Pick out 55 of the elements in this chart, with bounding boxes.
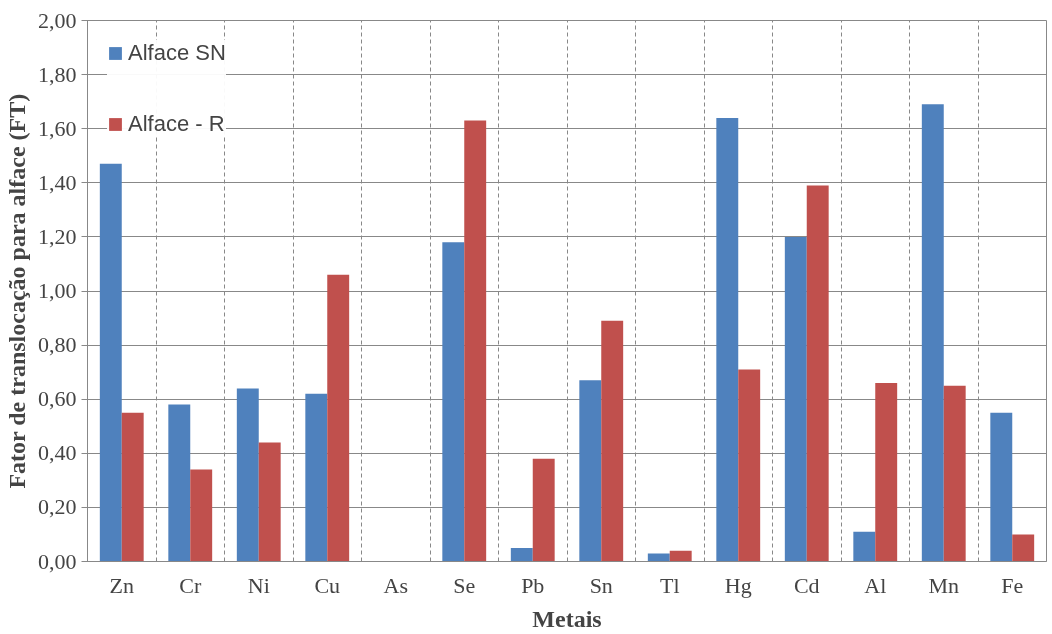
legend-label: Alface - R: [128, 111, 225, 137]
x-tick-label: Zn: [109, 572, 134, 598]
y-tick-label: 1,00: [38, 278, 77, 303]
y-tick-label: 0,40: [38, 440, 77, 466]
x-tick-label: Sn: [589, 572, 613, 598]
y-tick-label: 1,40: [38, 169, 77, 195]
bar: [990, 412, 1013, 562]
y-tick-label: 1,20: [38, 223, 77, 249]
bar: [921, 104, 944, 562]
x-tick-label: Cu: [314, 572, 341, 598]
bar: [464, 120, 487, 562]
bar: [853, 531, 876, 562]
x-tick-label: Ni: [247, 572, 270, 598]
bar: [510, 547, 533, 562]
bar: [943, 385, 966, 562]
x-tick-label: Hg: [724, 572, 752, 598]
x-tick-label: Tl: [659, 572, 680, 598]
x-tick-label: Pb: [521, 572, 545, 598]
bar: [669, 550, 692, 562]
bar: [532, 458, 555, 562]
bar: [875, 382, 898, 562]
y-tick-label: 0,80: [38, 332, 77, 358]
bar: [442, 242, 465, 562]
x-tick-label: Se: [453, 572, 476, 598]
bar: [258, 442, 281, 562]
bar: [601, 320, 624, 562]
y-tick-label: 2,00: [38, 7, 77, 33]
bar: [738, 369, 761, 562]
bar: [579, 380, 602, 562]
x-tick-label: Cr: [179, 572, 202, 598]
bar: [327, 274, 350, 562]
bar: [1012, 534, 1035, 562]
bar: [99, 163, 122, 562]
x-tick-label: As: [383, 572, 408, 598]
bar: [121, 412, 144, 562]
y-tick-label: 0,20: [38, 494, 77, 520]
y-tick-label: 0,60: [38, 386, 77, 412]
y-tick-label: 1,60: [38, 115, 77, 141]
legend-label: Alface SN: [128, 40, 226, 66]
bar: [305, 393, 328, 562]
bar: [784, 236, 807, 562]
x-tick-label: Al: [864, 572, 887, 598]
x-tick-label: Mn: [928, 572, 960, 598]
bar: [647, 553, 670, 562]
y-axis-title: Fator de translocação para alface (FT): [4, 93, 30, 489]
x-axis-title: Metais: [532, 605, 602, 632]
bar: [716, 117, 739, 562]
bar: [236, 388, 259, 562]
bar: [806, 185, 829, 562]
bar: [168, 404, 191, 562]
y-tick-label: 1,80: [38, 61, 77, 87]
x-tick-label: Cd: [793, 572, 820, 598]
y-tick-label: 0,00: [38, 548, 77, 574]
bar: [190, 469, 213, 562]
x-tick-label: Fe: [1001, 572, 1024, 598]
